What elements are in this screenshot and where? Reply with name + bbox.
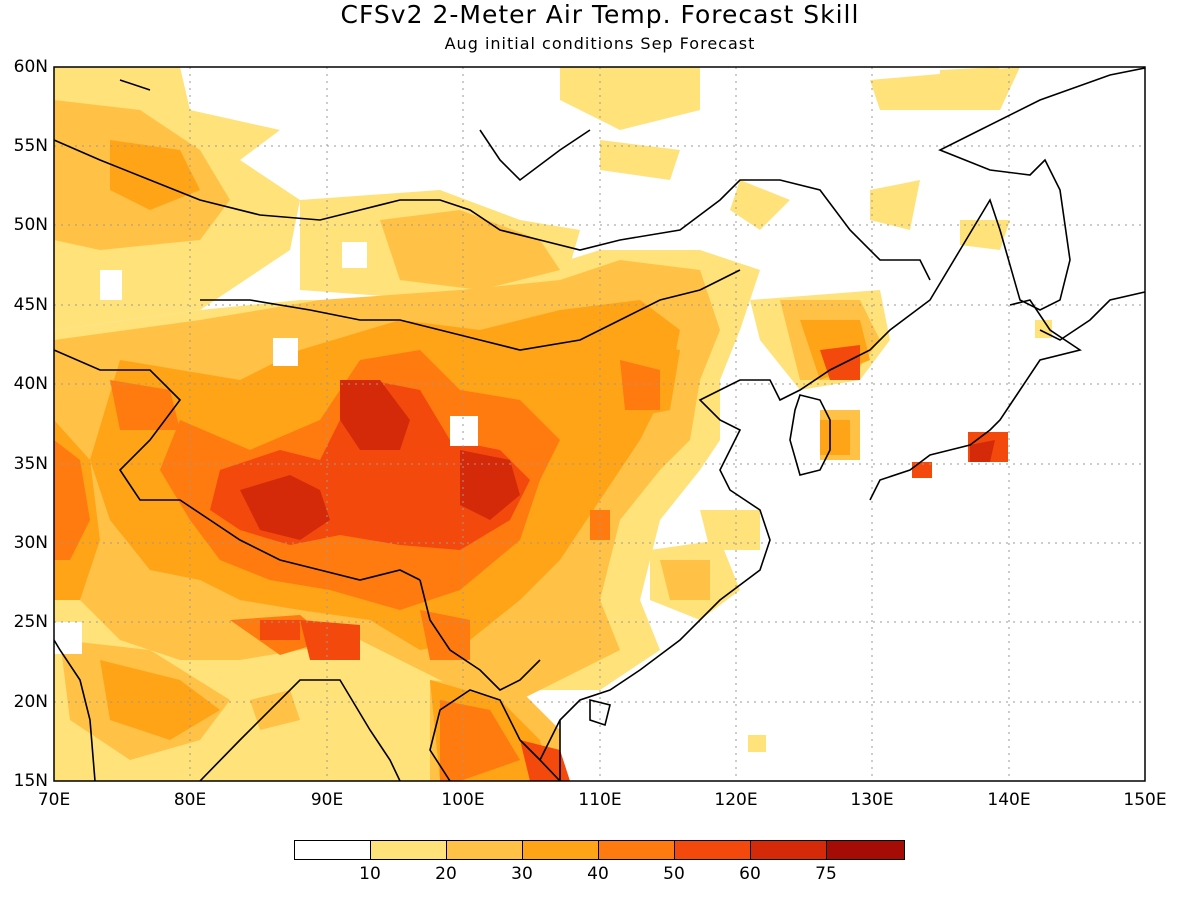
colorbar-box-6 bbox=[750, 840, 827, 860]
lat-tick-20n: 20N bbox=[13, 692, 48, 712]
lon-tick-110e: 110E bbox=[578, 790, 622, 810]
colorbar-box-4 bbox=[598, 840, 675, 860]
lon-tick-70e: 70E bbox=[37, 790, 71, 810]
colorbar-box-1 bbox=[370, 840, 447, 860]
graticule bbox=[54, 67, 1145, 781]
colorbar-label-20: 20 bbox=[435, 864, 457, 884]
colorbar-label-75: 75 bbox=[815, 864, 837, 884]
lat-tick-30n: 30N bbox=[13, 533, 48, 553]
plot-frame bbox=[53, 66, 1146, 782]
colorbar-box-2 bbox=[446, 840, 523, 860]
colorbar-box-0 bbox=[294, 840, 371, 860]
colorbar-label-40: 40 bbox=[587, 864, 609, 884]
lon-tick-130e: 130E bbox=[850, 790, 894, 810]
lat-tick-50n: 50N bbox=[13, 215, 48, 235]
map-subtitle: Aug initial conditions Sep Forecast bbox=[444, 34, 756, 53]
lon-tick-80e: 80E bbox=[173, 790, 207, 810]
skill-shading bbox=[54, 67, 1052, 781]
lon-tick-150e: 150E bbox=[1123, 790, 1167, 810]
colorbar-box-5 bbox=[674, 840, 751, 860]
coastlines bbox=[54, 67, 1145, 781]
colorbar-box-3 bbox=[522, 840, 599, 860]
lat-tick-45n: 45N bbox=[13, 295, 48, 315]
lon-tick-120e: 120E bbox=[714, 790, 758, 810]
colorbar-label-10: 10 bbox=[359, 864, 381, 884]
lat-tick-15n: 15N bbox=[13, 771, 48, 791]
map-title: CFSv2 2-Meter Air Temp. Forecast Skill bbox=[340, 0, 860, 29]
lat-tick-60n: 60N bbox=[13, 57, 48, 77]
lat-tick-35n: 35N bbox=[13, 454, 48, 474]
lat-tick-55n: 55N bbox=[13, 136, 48, 156]
colorbar-label-60: 60 bbox=[739, 864, 761, 884]
colorbar-box-7 bbox=[826, 840, 905, 860]
lon-tick-90e: 90E bbox=[310, 790, 344, 810]
colorbar bbox=[294, 840, 906, 862]
lat-tick-40n: 40N bbox=[13, 374, 48, 394]
colorbar-label-30: 30 bbox=[511, 864, 533, 884]
lon-tick-100e: 100E bbox=[441, 790, 485, 810]
colorbar-label-50: 50 bbox=[663, 864, 685, 884]
lon-tick-140e: 140E bbox=[987, 790, 1031, 810]
lat-tick-25n: 25N bbox=[13, 612, 48, 632]
